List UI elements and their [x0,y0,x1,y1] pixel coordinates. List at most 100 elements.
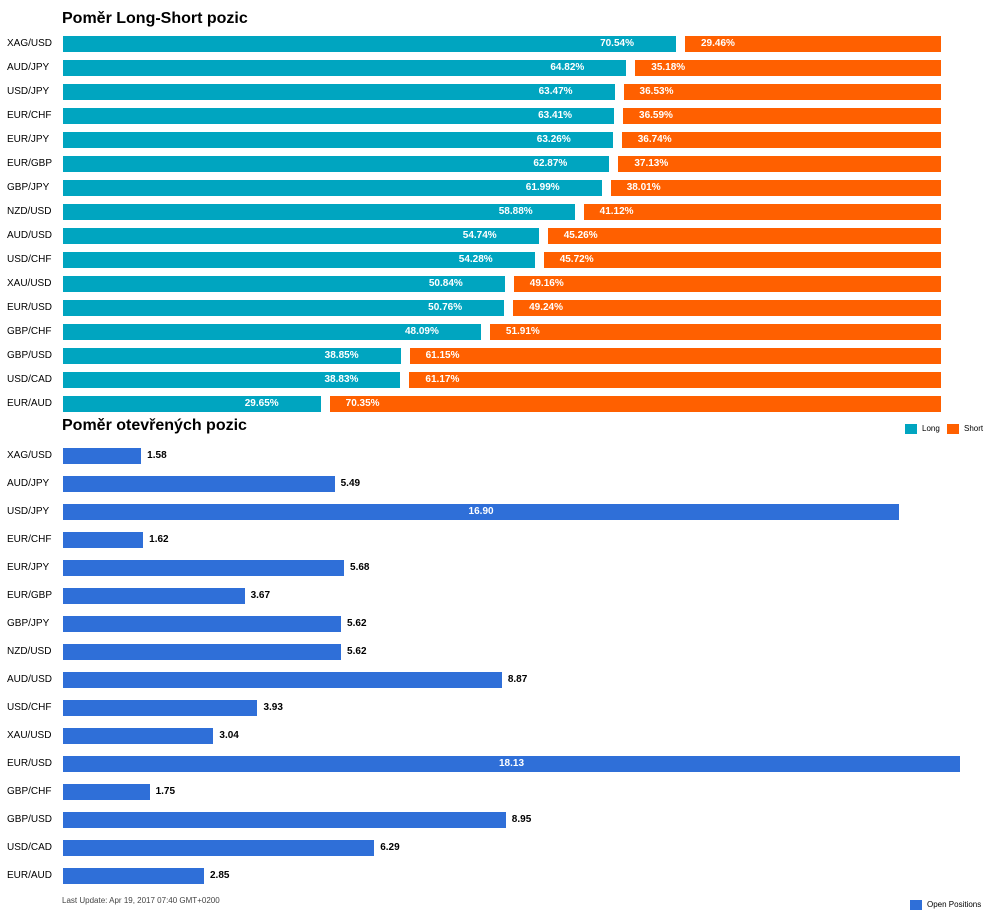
open-value-xag-usd: 1.58 [147,450,167,461]
open-bar-aud-usd [63,672,502,688]
open-category-label-xag-usd: XAG/USD [7,450,53,461]
open-bar-usd-cad [63,840,375,856]
category-label-eur-aud: EUR/AUD [7,398,53,409]
open-category-label-eur-jpy: EUR/JPY [7,562,50,573]
open-value-eur-jpy: 5.68 [350,562,370,573]
category-label-usd-jpy: USD/JPY [7,86,50,97]
open-value-gbp-chf: 1.75 [155,786,176,797]
open-value-aud-jpy: 5.49 [340,478,361,489]
open-value-eur-chf: 1.62 [149,534,169,545]
long-bar-usd-chf: 54.28% [63,252,535,268]
long-bar-gbp-jpy: 61.99% [63,180,602,196]
legend-open-positions-swatch [910,900,922,910]
open-value-eur-gbp: 3.67 [250,590,271,601]
category-label-eur-gbp: EUR/GBP [7,158,53,169]
chart-title-open-positions: Poměr otevřených pozic [62,417,247,434]
long-bar-eur-jpy: 63.26% [63,132,613,148]
short-bar-gbp-usd: 61.15% [409,348,941,364]
short-bar-eur-chf: 36.59% [623,108,941,124]
open-category-label-usd-jpy: USD/JPY [7,506,50,517]
category-label-aud-usd: AUD/USD [7,230,53,241]
chart-title-long-short: Poměr Long-Short pozic [62,10,248,27]
category-label-xag-usd: XAG/USD [7,38,53,49]
open-value-nzd-usd: 5.62 [347,646,367,657]
long-bar-eur-chf: 63.41% [63,108,615,124]
open-category-label-eur-chf: EUR/CHF [7,534,52,545]
open-bar-eur-chf [63,532,144,548]
short-bar-eur-usd: 49.24% [513,300,941,316]
category-label-usd-cad: USD/CAD [7,374,53,385]
category-label-eur-usd: EUR/USD [7,302,53,313]
category-label-nzd-usd: NZD/USD [7,206,52,217]
category-label-aud-jpy: AUD/JPY [7,62,50,73]
open-bar-eur-usd: 18.13 [63,756,960,772]
legend-long-label: Long [922,424,940,434]
open-value-gbp-usd: 8.95 [511,814,532,825]
open-value-aud-usd: 8.87 [507,674,528,685]
category-label-eur-jpy: EUR/JPY [7,134,50,145]
long-bar-usd-cad: 38.83% [63,372,401,388]
long-bar-gbp-usd: 38.85% [63,348,401,364]
open-bar-nzd-usd [63,644,342,660]
category-label-gbp-jpy: GBP/JPY [7,182,50,193]
open-category-label-usd-chf: USD/CHF [7,702,52,713]
short-bar-gbp-jpy: 38.01% [610,180,941,196]
open-category-label-gbp-jpy: GBP/JPY [7,618,50,629]
category-label-gbp-chf: GBP/CHF [7,326,52,337]
long-bar-xau-usd: 50.84% [63,276,505,292]
long-bar-aud-jpy: 64.82% [63,60,627,76]
short-bar-aud-jpy: 35.18% [635,60,941,76]
last-update-text: Last Update: Apr 19, 2017 07:40 GMT+0200 [62,896,220,905]
long-bar-nzd-usd: 58.88% [63,204,575,220]
short-bar-gbp-chf: 51.91% [489,324,941,340]
short-bar-eur-aud: 70.35% [329,396,941,412]
long-bar-eur-usd: 50.76% [63,300,505,316]
open-bar-eur-gbp [63,588,245,604]
legend-open-positions: Open Positions [910,900,981,910]
short-bar-xag-usd: 29.46% [684,36,941,52]
open-category-label-usd-cad: USD/CAD [7,842,53,853]
legend-open-positions-label: Open Positions [927,900,982,910]
short-bar-nzd-usd: 41.12% [583,204,941,220]
long-bar-usd-jpy: 63.47% [63,84,615,100]
open-bar-aud-jpy [63,476,335,492]
short-bar-usd-cad: 61.17% [409,372,941,388]
category-label-gbp-usd: GBP/USD [7,350,53,361]
legend-long: Long [905,424,940,434]
legend-short: Short [947,424,983,434]
long-bar-xag-usd: 70.54% [63,36,676,52]
category-label-eur-chf: EUR/CHF [7,110,52,121]
long-bar-gbp-chf: 48.09% [63,324,481,340]
open-value-usd-cad: 6.29 [380,842,400,853]
open-category-label-xau-usd: XAU/USD [7,730,52,741]
open-category-label-eur-gbp: EUR/GBP [7,590,53,601]
open-bar-gbp-usd [63,812,506,828]
open-bar-eur-aud [63,868,204,884]
open-bar-usd-chf [63,700,258,716]
long-bar-eur-gbp: 62.87% [63,156,610,172]
open-bar-gbp-jpy [63,616,342,632]
open-category-label-eur-usd: EUR/USD [7,758,53,769]
long-bar-eur-aud: 29.65% [63,396,321,412]
short-bar-usd-chf: 45.72% [543,252,941,268]
category-label-xau-usd: XAU/USD [7,278,52,289]
open-bar-eur-jpy [63,560,345,576]
short-bar-eur-gbp: 37.13% [618,156,941,172]
open-category-label-nzd-usd: NZD/USD [7,646,52,657]
open-bar-xag-usd [63,448,142,464]
legend-short-label: Short [964,424,984,434]
legend-short-swatch [947,424,959,434]
open-category-label-eur-aud: EUR/AUD [7,870,53,881]
open-category-label-aud-usd: AUD/USD [7,674,53,685]
short-bar-usd-jpy: 36.53% [623,84,941,100]
short-bar-eur-jpy: 36.74% [621,132,941,148]
open-value-xau-usd: 3.04 [219,730,239,741]
open-bar-gbp-chf [63,784,150,800]
open-category-label-gbp-chf: GBP/CHF [7,786,52,797]
open-bar-usd-jpy: 16.90 [63,504,900,520]
open-value-eur-aud: 2.85 [210,870,230,881]
category-label-usd-chf: USD/CHF [7,254,52,265]
long-bar-aud-usd: 54.74% [63,228,539,244]
open-category-label-aud-jpy: AUD/JPY [7,478,50,489]
open-value-gbp-jpy: 5.62 [347,618,367,629]
